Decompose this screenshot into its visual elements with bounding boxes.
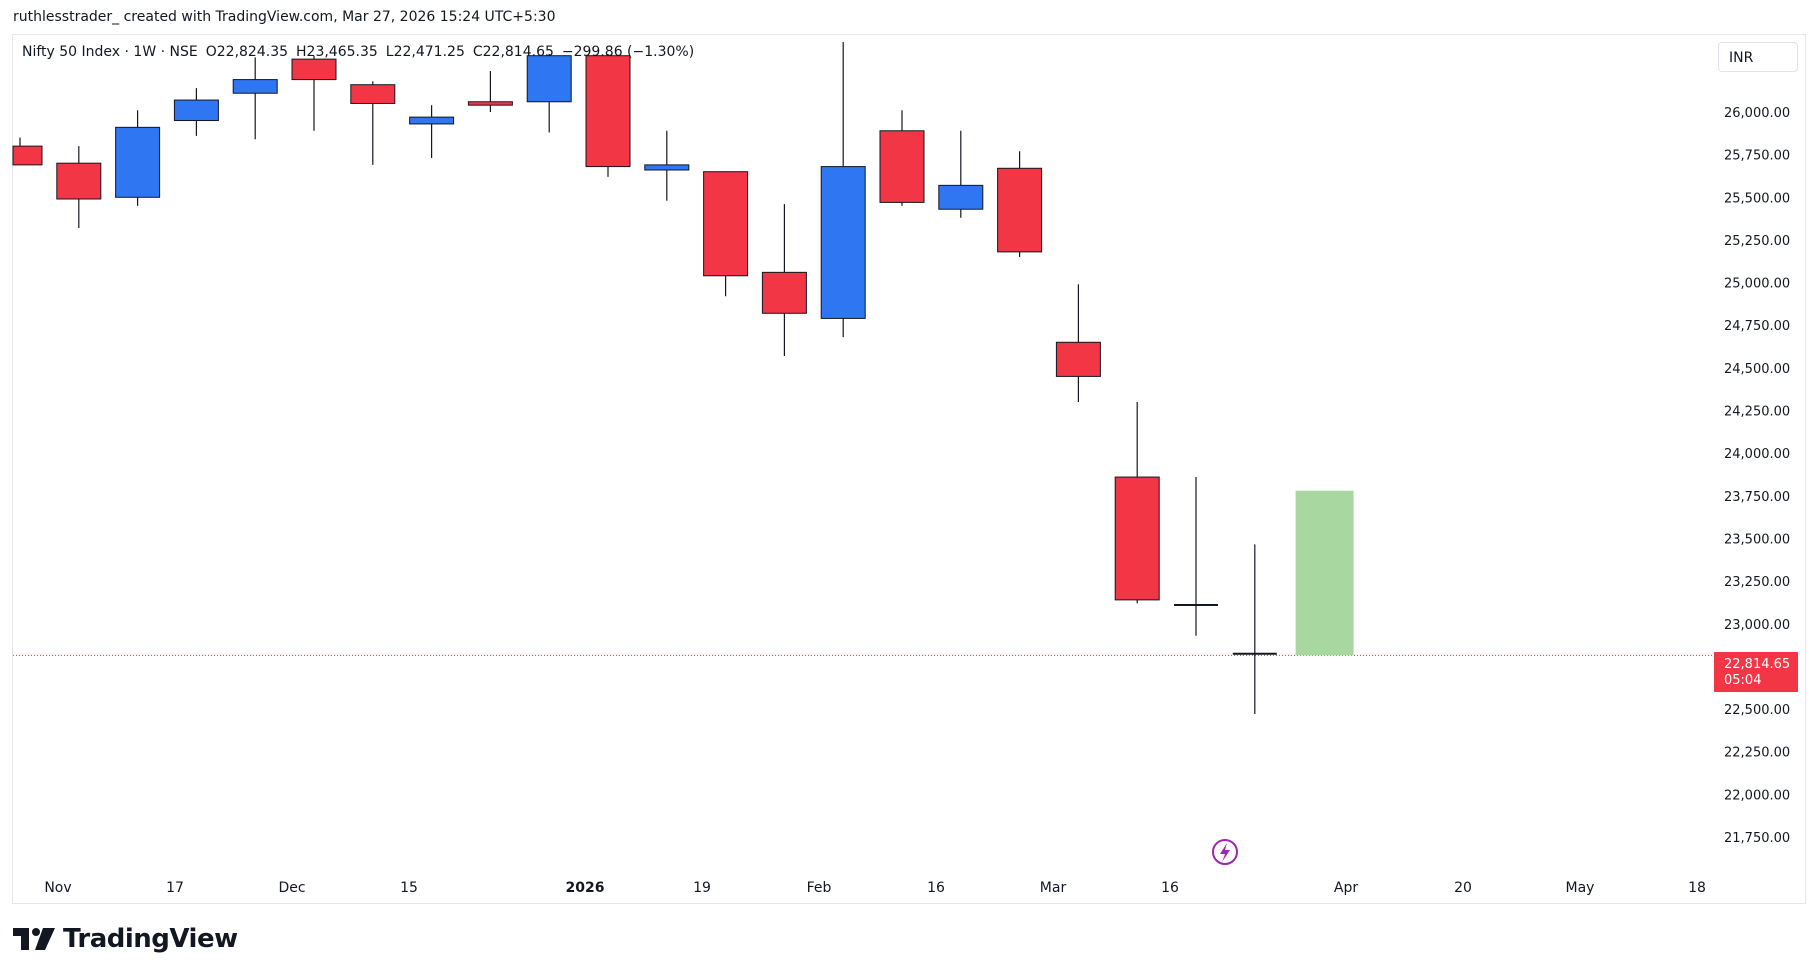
legend-symbol: Nifty 50 Index · 1W · NSE — [22, 44, 198, 60]
y-tick-label: 23,750.00 — [1724, 490, 1790, 505]
x-tick-label: 15 — [400, 880, 418, 896]
candles-layer — [12, 42, 1277, 714]
candle-body — [115, 126, 161, 198]
x-tick-label: 18 — [1688, 880, 1706, 896]
candle-body — [879, 130, 925, 203]
y-tick-label: 25,250.00 — [1724, 234, 1790, 249]
candle-body — [350, 84, 396, 104]
candle — [291, 55, 337, 131]
x-tick-label: May — [1566, 880, 1595, 896]
candle — [938, 130, 984, 218]
price-chart[interactable]: 26,000.00 25,750.00 25,500.00 25,250.00 25,0… — [0, 0, 1815, 910]
last-price-label: 22,814.65 05:04 — [1714, 652, 1798, 692]
candle-body — [232, 79, 278, 94]
legend-high: H23,465.35 — [296, 44, 378, 60]
candle — [173, 88, 219, 136]
candle-body — [467, 101, 513, 106]
x-tick-label: Mar — [1040, 880, 1067, 896]
candle-body — [585, 55, 631, 168]
y-tick-label: 24,000.00 — [1724, 447, 1790, 462]
y-tick-label: 23,500.00 — [1724, 532, 1790, 547]
x-tick-label: 19 — [693, 880, 711, 896]
legend-change: −299.86 (−1.30%) — [561, 44, 695, 60]
candle-body — [938, 184, 984, 210]
candle — [1174, 477, 1218, 636]
candle-body — [56, 162, 102, 200]
tradingview-logo-text: TradingView — [63, 924, 238, 954]
y-tick-label: 24,500.00 — [1724, 362, 1790, 377]
y-tick-label: 23,250.00 — [1724, 575, 1790, 590]
ohlc-legend: Nifty 50 Index · 1W · NSE O22,824.35 H23… — [22, 44, 694, 60]
candle — [1232, 544, 1277, 714]
candle-body — [526, 55, 572, 103]
x-tick-label: Apr — [1334, 880, 1358, 896]
tradingview-logo[interactable]: TradingView — [13, 924, 238, 954]
chart-frame[interactable] — [12, 34, 1806, 904]
candle-body — [409, 116, 455, 125]
x-tick-label: Dec — [278, 880, 305, 896]
candle-body — [820, 166, 866, 319]
candle — [820, 42, 866, 338]
candle — [409, 105, 455, 159]
y-tick-label: 23,000.00 — [1724, 618, 1790, 633]
x-tick-label: 20 — [1454, 880, 1472, 896]
x-tick-label: 16 — [1161, 880, 1179, 896]
candle — [997, 151, 1043, 257]
y-axis[interactable]: 26,000.00 25,750.00 25,500.00 25,250.00 25,0… — [1724, 106, 1790, 846]
last-price-countdown: 05:04 — [1724, 673, 1761, 688]
legend-open: O22,824.35 — [205, 44, 289, 60]
candle — [1055, 284, 1101, 402]
candle — [761, 204, 807, 356]
x-tick-label: 16 — [927, 880, 945, 896]
y-tick-label: 22,250.00 — [1724, 746, 1790, 761]
y-tick-label: 22,000.00 — [1724, 788, 1790, 803]
candle — [703, 171, 749, 297]
candle-body — [173, 99, 219, 122]
candle-body — [1114, 476, 1160, 601]
chart-credit: ruthlesstrader_ created with TradingView… — [13, 9, 556, 25]
y-tick-label: 21,750.00 — [1724, 831, 1790, 846]
x-tick-label: 2026 — [566, 880, 605, 896]
legend-close: C22,814.65 — [472, 44, 554, 60]
tradingview-logo-icon — [13, 928, 55, 950]
candle-body — [12, 145, 43, 166]
candle — [115, 110, 161, 206]
candle — [644, 130, 690, 201]
candle — [12, 137, 43, 166]
candle-body — [761, 271, 807, 314]
candle — [1114, 402, 1160, 604]
candle — [232, 57, 278, 140]
candle-body — [644, 164, 690, 171]
projection-zone — [1295, 490, 1354, 656]
last-price-tag — [1714, 652, 1798, 692]
candle-body — [703, 171, 749, 277]
x-tick-label: 17 — [166, 880, 184, 896]
candle-body — [997, 167, 1043, 253]
legend-low: L22,471.25 — [385, 44, 465, 60]
candle — [56, 146, 102, 228]
last-price-value: 22,814.65 — [1724, 657, 1790, 672]
y-tick-label: 26,000.00 — [1724, 106, 1790, 121]
y-tick-label: 25,000.00 — [1724, 277, 1790, 292]
projection-box — [1295, 490, 1354, 656]
candle — [467, 71, 513, 112]
y-tick-label: 22,500.00 — [1724, 703, 1790, 718]
event-marker[interactable] — [1212, 839, 1238, 865]
x-tick-label: Feb — [807, 880, 832, 896]
candle-body — [291, 58, 337, 81]
y-tick-label: 24,750.00 — [1724, 319, 1790, 334]
y-tick-label: 25,500.00 — [1724, 191, 1790, 206]
currency-selector[interactable]: INR — [1718, 42, 1798, 72]
x-axis[interactable]: Nov 17 Dec 15 2026 19 Feb 16 Mar 16 Apr 20 May 18 — [44, 880, 1706, 896]
lightning-icon — [1220, 843, 1230, 862]
candle — [526, 54, 572, 133]
candle-body — [1055, 341, 1101, 377]
candle — [585, 54, 631, 177]
y-tick-label: 24,250.00 — [1724, 405, 1790, 420]
y-tick-label: 25,750.00 — [1724, 149, 1790, 164]
candle — [879, 110, 925, 206]
candle — [350, 81, 396, 165]
x-tick-label: Nov — [44, 880, 71, 896]
